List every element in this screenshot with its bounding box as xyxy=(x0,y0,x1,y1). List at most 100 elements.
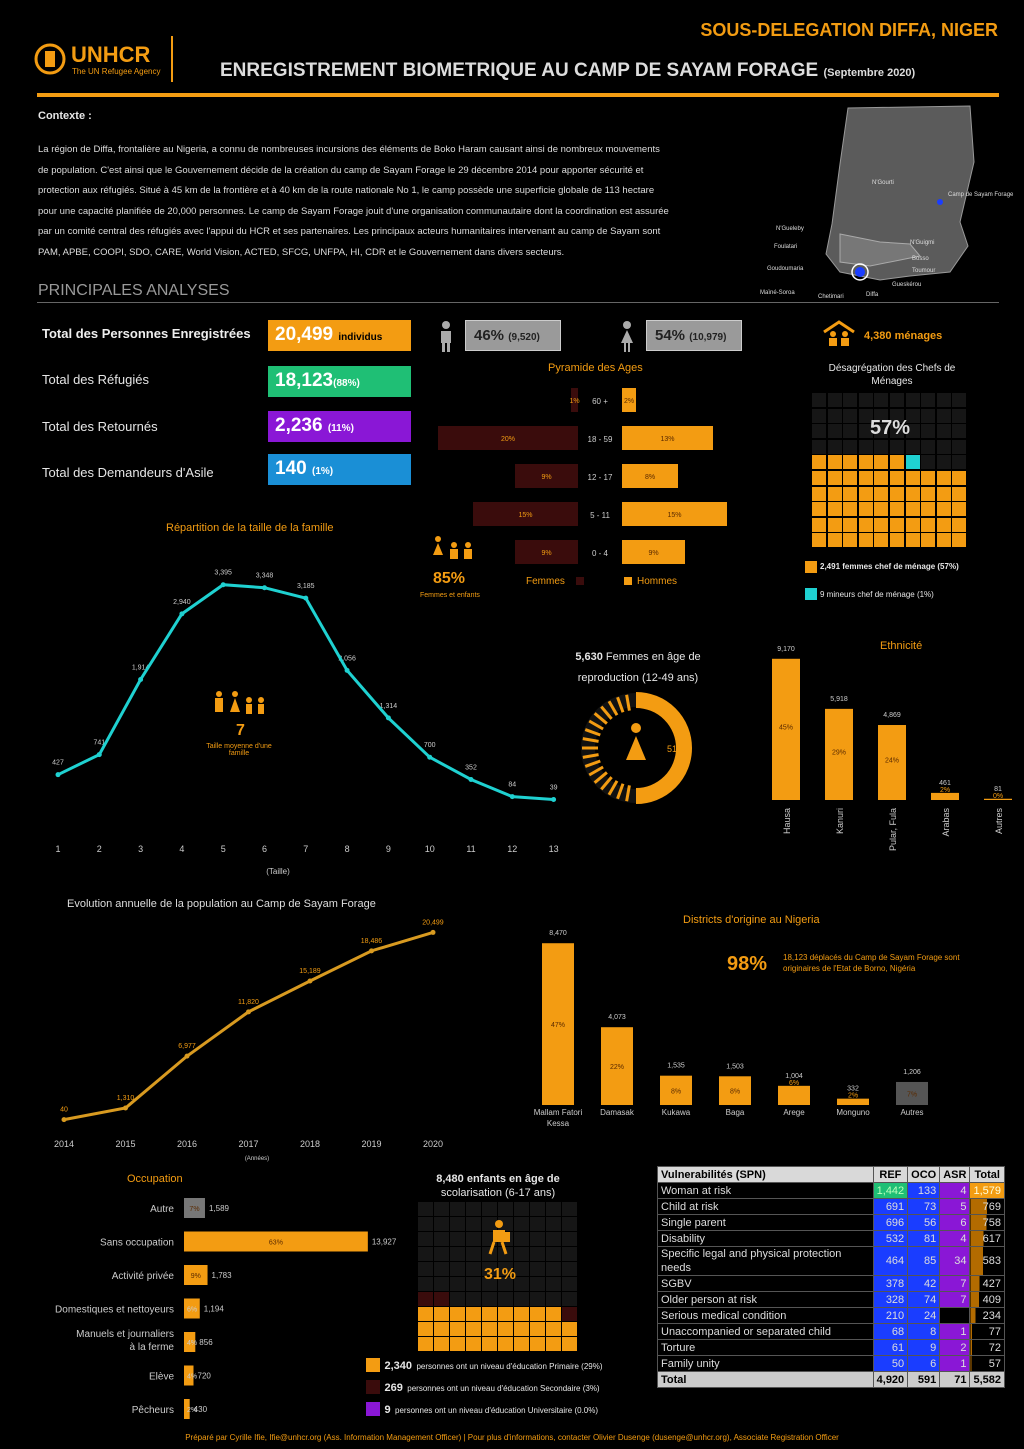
table-row: Unaccompanied or separated child 68 8 1 77 xyxy=(657,1323,1005,1340)
family-point xyxy=(96,752,102,758)
waffle-cell xyxy=(936,517,951,532)
table-cell: 328 xyxy=(872,1291,909,1308)
waffle-cell xyxy=(874,408,889,423)
family-point xyxy=(427,754,433,760)
waffle-cell xyxy=(936,533,951,548)
waffle-cell xyxy=(843,393,858,407)
waffle-cell xyxy=(530,1247,545,1261)
waffle-cell xyxy=(843,439,858,454)
waffle-cell xyxy=(874,393,889,407)
waffle-cell xyxy=(936,455,951,470)
district-category-label: Baga xyxy=(726,1108,745,1117)
waffle-cell xyxy=(482,1217,497,1231)
waffle-cell xyxy=(858,439,873,454)
district-bar xyxy=(542,943,574,1105)
waffle-cell xyxy=(921,393,936,407)
table-cell: Torture xyxy=(657,1339,874,1356)
waffle-cell xyxy=(434,1322,449,1336)
ethnicity-pct-label: 29% xyxy=(832,749,846,756)
legend-minors-head: 9 mineurs chef de ménage (1%) xyxy=(820,590,934,599)
waffle-cell xyxy=(843,533,858,548)
donut-tick xyxy=(616,783,625,800)
waffle-cell xyxy=(482,1262,497,1276)
waffle-cell xyxy=(514,1202,529,1216)
family-x-tick: 7 xyxy=(303,844,308,854)
waffle-cell xyxy=(921,533,936,548)
district-category-label: Kessa xyxy=(547,1119,570,1128)
waffle-cell xyxy=(812,424,826,439)
waffle-cell xyxy=(921,502,936,517)
family-data-label: 1,314 xyxy=(380,703,398,710)
family-size-chart: 1 427 2 741 3 1,914 4 2,940 5 3,395 6 3,348 7 3,185 8 2… xyxy=(52,570,559,876)
occupation-category-label: Activité privée xyxy=(112,1271,175,1282)
family-data-label: 1,914 xyxy=(132,665,150,672)
pyramid-bar-hommes xyxy=(622,426,713,450)
table-cell: 73 xyxy=(907,1198,941,1215)
waffle-cell xyxy=(905,486,920,501)
waffle-cell xyxy=(546,1202,561,1216)
menages-count: 4,380 ménages xyxy=(864,330,943,342)
district-category-label: Autres xyxy=(900,1108,923,1117)
waffle-cell xyxy=(936,424,951,439)
waffle-cell xyxy=(418,1262,433,1276)
total-refugees-box: 18,123(88%) xyxy=(268,366,411,397)
pyramid-value-label: 13% xyxy=(660,436,674,443)
waffle-cell xyxy=(434,1217,449,1231)
women-children-icon xyxy=(433,536,472,559)
ethnicity-value-label: 4,869 xyxy=(883,712,901,719)
family-x-tick: 13 xyxy=(549,844,559,854)
waffle-cell xyxy=(890,424,904,439)
svg-text:Toumour: Toumour xyxy=(912,268,935,274)
waffle-cell xyxy=(530,1307,545,1321)
waffle-cell xyxy=(952,455,967,470)
waffle-cell xyxy=(921,455,936,470)
header-rule xyxy=(37,93,999,97)
waffle-cell xyxy=(450,1247,465,1261)
family-x-tick: 9 xyxy=(386,844,391,854)
waffle-cell xyxy=(921,424,936,439)
waffle-cell xyxy=(562,1202,577,1216)
waffle-cell xyxy=(434,1232,449,1246)
evolution-point xyxy=(369,948,374,954)
waffle-cell xyxy=(466,1307,481,1321)
total-returnees-label: Total des Retournés xyxy=(42,419,158,434)
waffle-cell xyxy=(858,424,873,439)
waffle-cell xyxy=(562,1292,577,1306)
pyramid-value-label: 9% xyxy=(648,550,658,557)
table-cell: 691 xyxy=(872,1198,909,1215)
org-subtitle: The UN Refugee Agency xyxy=(72,67,161,76)
ethnicity-bar xyxy=(931,792,959,800)
ethnicity-category-label: Arabas xyxy=(941,808,951,837)
table-row: Single parent 696 56 6 758 xyxy=(657,1214,1005,1231)
evolution-x-tick: 2017 xyxy=(238,1139,258,1149)
menages-title: Désagrégation des Chefs de Ménages xyxy=(828,363,956,387)
school-legend-primary: 2,340 personnes ont un niveau d'éducatio… xyxy=(366,1356,666,1378)
table-row: Serious medical condition 210 24 234 xyxy=(657,1307,1005,1324)
district-value-label: 8,470 xyxy=(549,930,567,937)
evolution-x-tick: 2015 xyxy=(115,1139,135,1149)
family-icon xyxy=(215,691,264,714)
waffle-cell xyxy=(936,502,951,517)
waffle-cell xyxy=(858,393,873,407)
occupation-pct-label: 63% xyxy=(269,1240,283,1247)
table-cell: Child at risk xyxy=(657,1198,874,1215)
waffle-cell xyxy=(827,455,842,470)
table-cell: Older person at risk xyxy=(657,1291,874,1308)
women-repro-text: 5,630 Femmes en âge de reproduction (12-4… xyxy=(575,651,701,684)
waffle-cell xyxy=(466,1247,481,1261)
waffle-cell xyxy=(514,1307,529,1321)
table-cell: 7 xyxy=(939,1275,971,1292)
waffle-cell xyxy=(843,455,858,470)
school-pct: 31% xyxy=(484,1266,517,1283)
donut-tick xyxy=(584,728,601,737)
waffle-cell xyxy=(418,1307,433,1321)
waffle-cell xyxy=(514,1337,529,1351)
district-value-label: 332 xyxy=(847,1086,859,1093)
waffle-cell xyxy=(890,517,904,532)
pyramid-bar-hommes xyxy=(622,464,678,488)
waffle-cell xyxy=(562,1277,577,1291)
waffle-cell xyxy=(482,1247,497,1261)
waffle-cell xyxy=(546,1277,561,1291)
waffle-cell xyxy=(514,1247,529,1261)
table-cell: 42 xyxy=(907,1275,941,1292)
